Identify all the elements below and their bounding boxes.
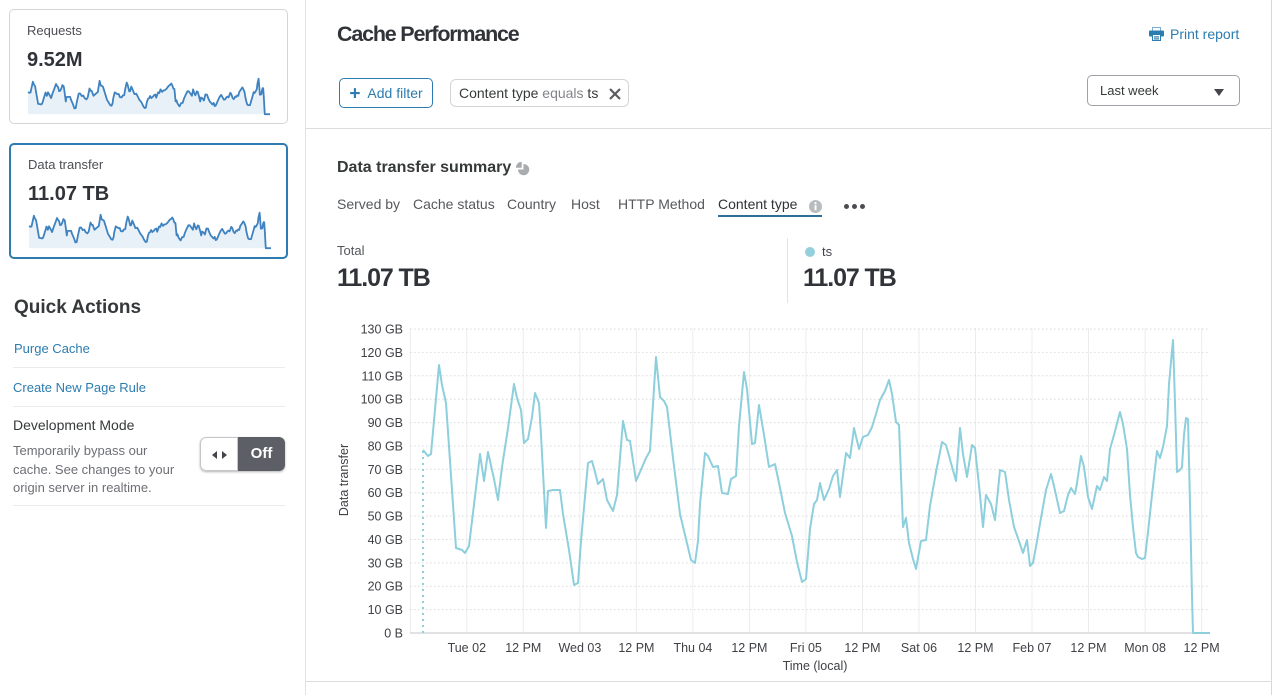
svg-text:60 GB: 60 GB: [368, 486, 403, 500]
svg-text:Mon 08: Mon 08: [1124, 641, 1166, 655]
svg-text:12 PM: 12 PM: [1184, 641, 1220, 655]
svg-text:130 GB: 130 GB: [361, 323, 403, 337]
svg-text:80 GB: 80 GB: [368, 440, 403, 454]
svg-text:30 GB: 30 GB: [368, 556, 403, 570]
svg-text:12 PM: 12 PM: [731, 641, 767, 655]
svg-text:90 GB: 90 GB: [368, 416, 403, 430]
svg-text:0 B: 0 B: [384, 627, 403, 641]
svg-text:100 GB: 100 GB: [361, 393, 403, 407]
svg-text:40 GB: 40 GB: [368, 533, 403, 547]
svg-text:12 PM: 12 PM: [844, 641, 880, 655]
svg-text:50 GB: 50 GB: [368, 510, 403, 524]
svg-text:12 PM: 12 PM: [957, 641, 993, 655]
svg-text:Sat 06: Sat 06: [901, 641, 937, 655]
svg-text:Data transfer: Data transfer: [337, 444, 351, 516]
svg-text:Time (local): Time (local): [783, 659, 848, 673]
svg-text:12 PM: 12 PM: [1070, 641, 1106, 655]
svg-text:120 GB: 120 GB: [361, 346, 403, 360]
svg-text:Wed 03: Wed 03: [558, 641, 601, 655]
svg-text:20 GB: 20 GB: [368, 580, 403, 594]
svg-text:12 PM: 12 PM: [618, 641, 654, 655]
svg-text:Tue 02: Tue 02: [448, 641, 487, 655]
svg-text:12 PM: 12 PM: [505, 641, 541, 655]
svg-text:Thu 04: Thu 04: [673, 641, 712, 655]
svg-text:Feb 07: Feb 07: [1013, 641, 1052, 655]
svg-text:10 GB: 10 GB: [368, 603, 403, 617]
svg-text:70 GB: 70 GB: [368, 463, 403, 477]
svg-text:Fri 05: Fri 05: [790, 641, 822, 655]
svg-text:110 GB: 110 GB: [362, 369, 403, 383]
